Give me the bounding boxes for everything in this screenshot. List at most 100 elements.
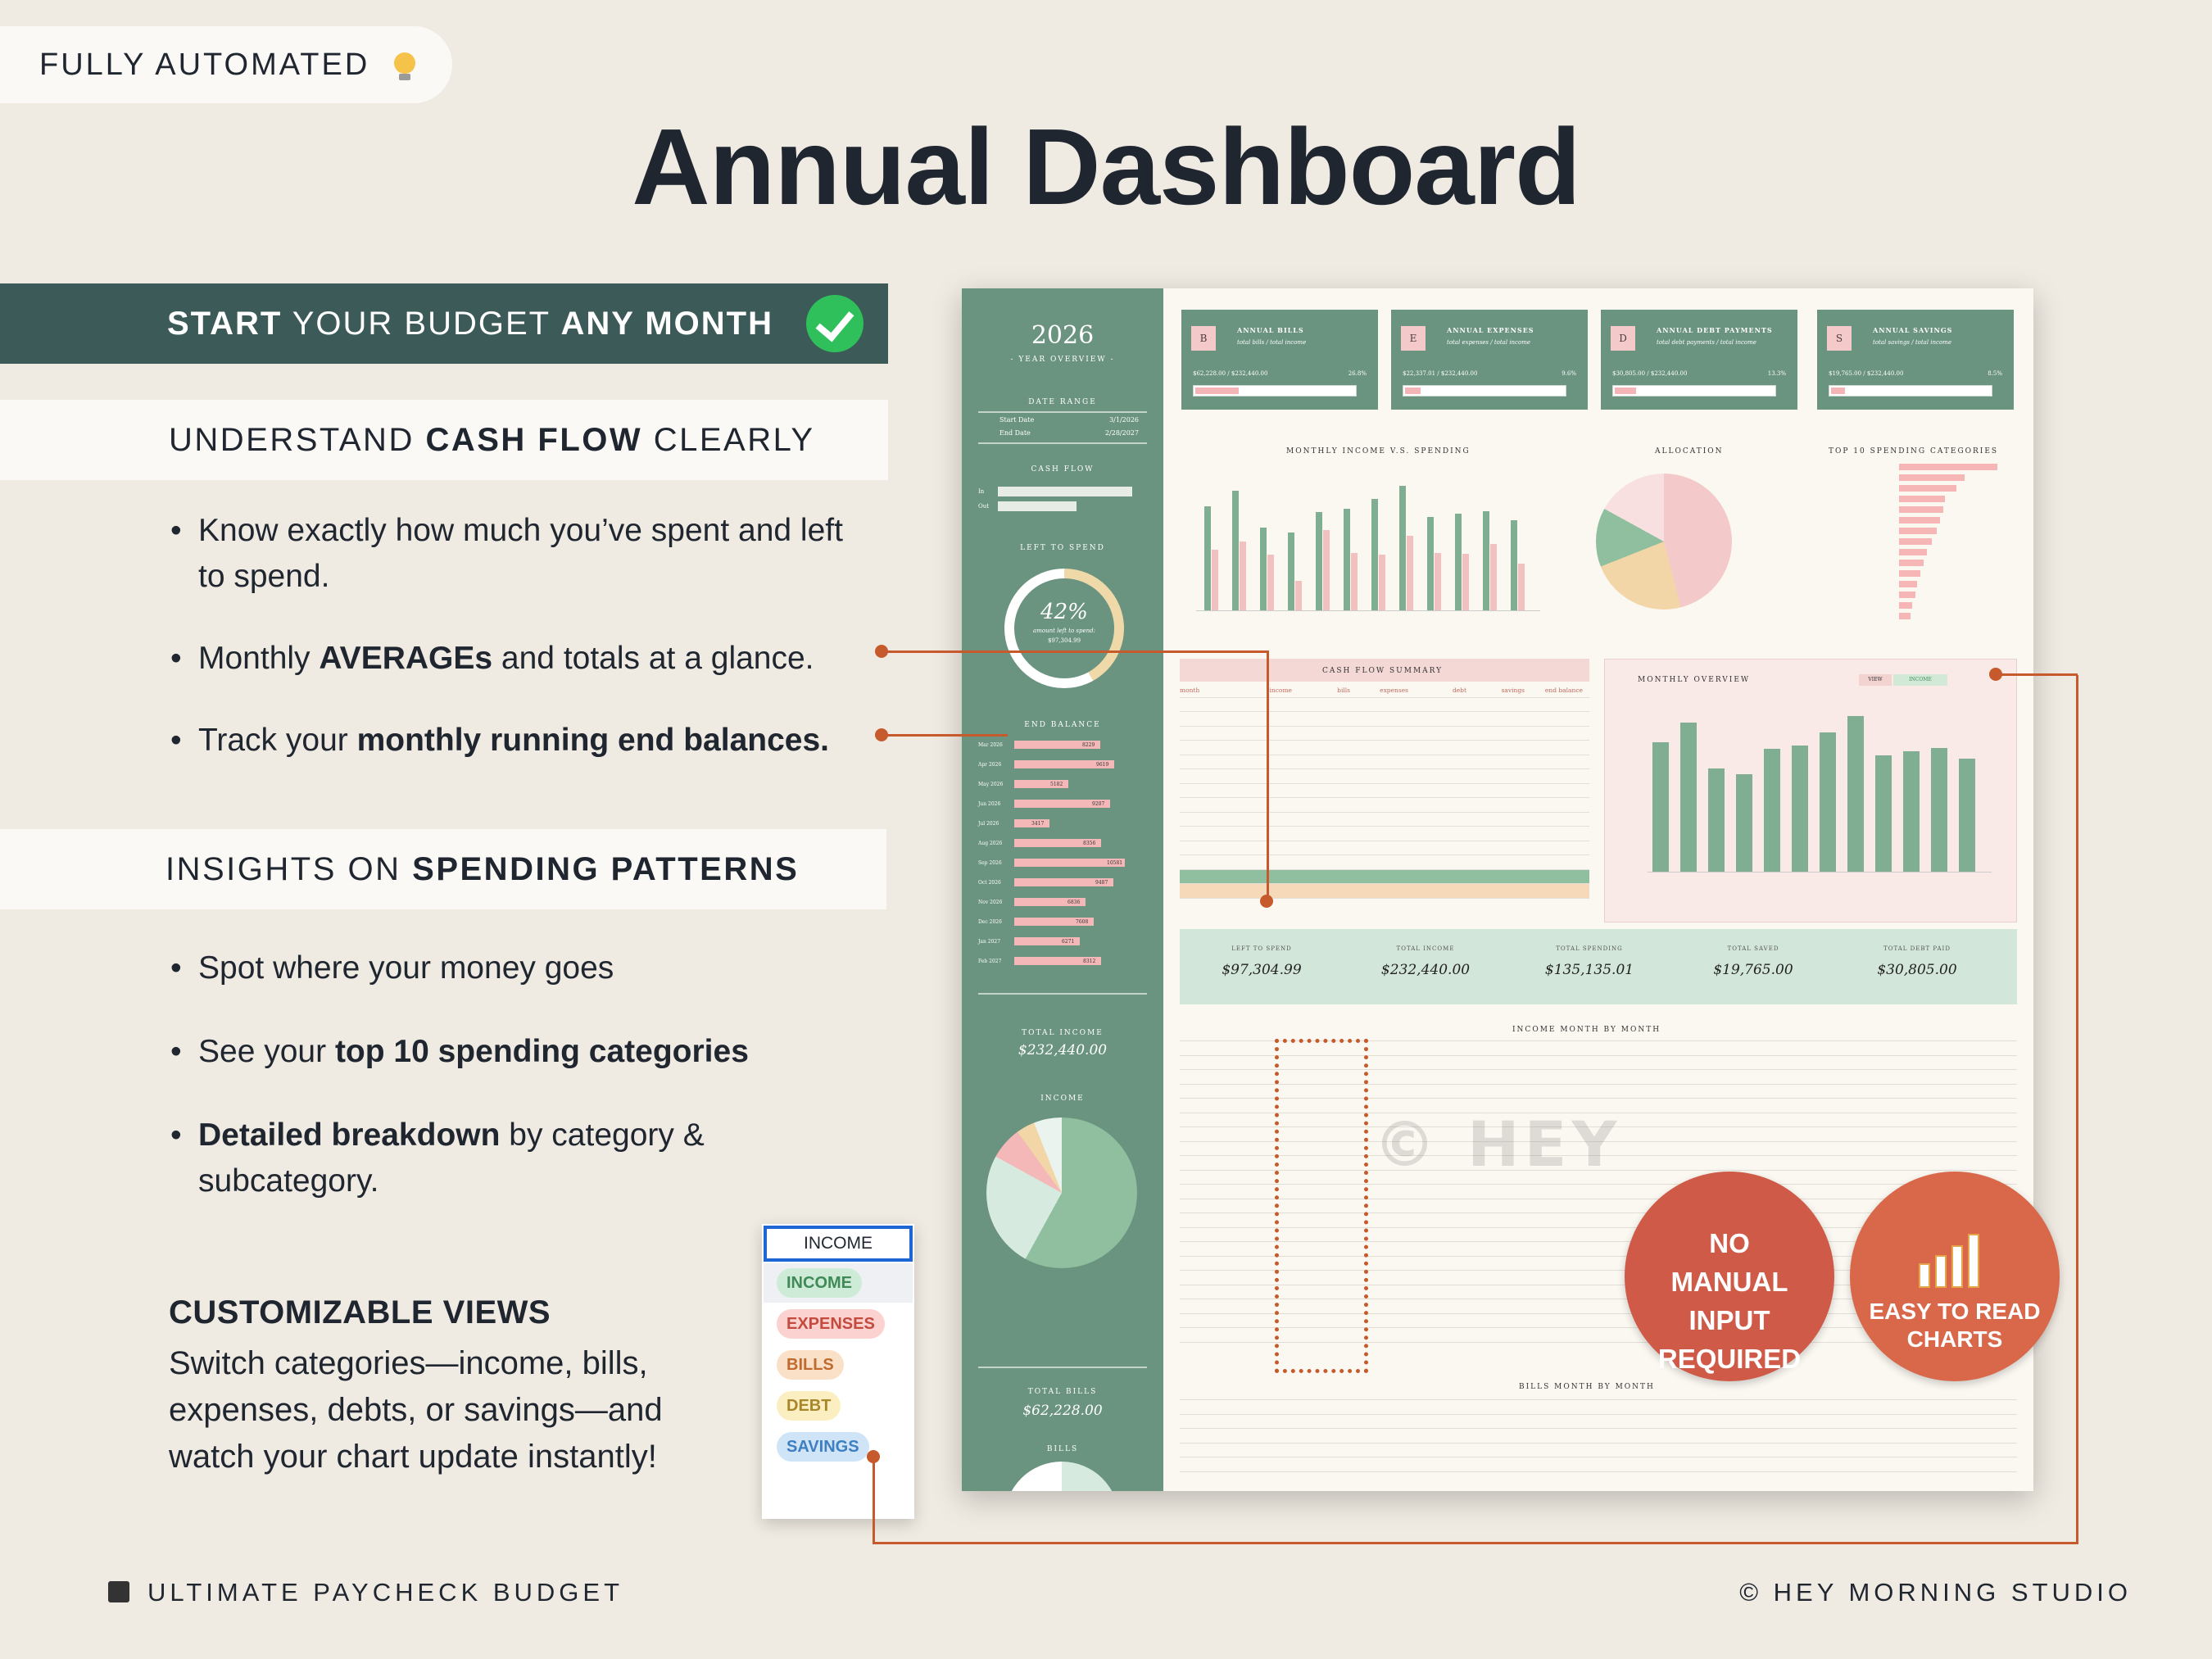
kpi-value: $22,337.01 / $232,440.00 [1403, 370, 1478, 377]
bullet-item: See your top 10 spending categories [170, 1029, 908, 1075]
table-row [1180, 1241, 2017, 1242]
end-balance-month: Mar 2026 [978, 742, 1003, 748]
bar-chart-icon [1914, 1229, 1996, 1288]
cfs-row [1180, 841, 1589, 855]
top10-bar [1899, 560, 1924, 566]
top10-bar [1899, 528, 1937, 534]
bullet-item: Spot where your money goes [170, 945, 908, 991]
table-row [1180, 1184, 2017, 1185]
income-bar [1399, 486, 1406, 610]
overview-bar [1708, 768, 1725, 872]
overview-bar [1792, 745, 1808, 872]
spending-bullets: Spot where your money goes See your top … [170, 945, 908, 1240]
top10-bar [1899, 602, 1912, 609]
kpi-sub: total debt payments / total income [1657, 339, 1756, 346]
end-balance-value: 6836 [1067, 900, 1081, 905]
kpi-icon: E [1401, 326, 1426, 351]
kpi-value: $19,765.00 / $232,440.00 [1829, 370, 1904, 377]
table-row [1180, 1428, 2017, 1429]
option-debt[interactable]: DEBT [777, 1391, 841, 1421]
table-row [1180, 1226, 2017, 1228]
table-row [1180, 1413, 2017, 1415]
view-select[interactable]: INCOME [1893, 674, 1947, 686]
end-balance-value: 5182 [1050, 782, 1063, 787]
table-row [1180, 1098, 2017, 1099]
out-label: Out [978, 503, 990, 510]
top10-bar [1899, 570, 1920, 577]
income-pie-chart [986, 1117, 1137, 1268]
top10-bar [1899, 496, 1945, 502]
in-label: In [978, 488, 985, 495]
top10-bar [1899, 549, 1927, 555]
total-left-to-spend: LEFT TO SPEND $97,304.99 [1222, 945, 1302, 978]
kpi-value: $62,228.00 / $232,440.00 [1193, 370, 1268, 377]
badge-label: FULLY AUTOMATED [39, 47, 370, 82]
cfs-row [1180, 698, 1589, 712]
totals-band: LEFT TO SPEND $97,304.99 TOTAL INCOME $232… [1180, 929, 2017, 1004]
page-title: Annual Dashboard [632, 107, 1580, 227]
band1-bold-c: ANY MONTH [560, 305, 773, 342]
end-balance-month: May 2026 [978, 782, 1004, 787]
end-date-row: End Date 2/28/2027 [999, 429, 1139, 437]
dropdown-current-value[interactable]: INCOME [764, 1226, 913, 1262]
end-balance-month: Jan 2027 [978, 939, 1001, 945]
total-bills-label: TOTAL BILLS [1027, 1388, 1098, 1396]
end-balance-bar [1014, 937, 1080, 945]
overview-bar [1903, 750, 1920, 872]
spending-bar [1240, 541, 1246, 610]
year-overview-label: - YEAR OVERVIEW - [1010, 356, 1115, 364]
kpi-annual-savings: S ANNUAL SAVINGS total savings / total i… [1817, 310, 2014, 410]
monthly-overview-panel: MONTHLY OVERVIEW VIEW INCOME [1604, 659, 2017, 922]
end-balance-bar [1014, 741, 1100, 749]
cash-flow-band: UNDERSTAND CASH FLOW CLEARLY [0, 400, 888, 480]
square-icon [108, 1581, 129, 1602]
overview-bar [1875, 755, 1892, 872]
bills-month-by-month-title: BILLS MONTH BY MONTH [1519, 1383, 1655, 1391]
option-savings[interactable]: SAVINGS [777, 1432, 869, 1462]
connector-line [1267, 650, 1269, 901]
end-balance-month: Apr 2026 [978, 762, 1002, 768]
option-income[interactable]: INCOME [777, 1268, 862, 1298]
monthly-overview-title: MONTHLY OVERVIEW [1638, 676, 1751, 684]
end-balance-month: Nov 2026 [978, 900, 1003, 905]
top10-bar [1899, 613, 1911, 619]
income-bar [1427, 517, 1434, 610]
spending-bar [1295, 580, 1302, 610]
option-expenses[interactable]: EXPENSES [777, 1309, 885, 1339]
easy-charts-badge: EASY TO READ CHARTS [1850, 1172, 2060, 1381]
cfs-row [1180, 784, 1589, 798]
top10-bar [1899, 485, 1956, 492]
total-income: TOTAL INCOME $232,440.00 [1380, 945, 1471, 978]
total-income-value: $232,440.00 [1018, 1042, 1108, 1058]
end-balance-value: 8229 [1082, 742, 1095, 748]
cash-flow-label: CASH FLOW [1031, 465, 1095, 474]
bullet-item: Track your monthly running end balances. [170, 718, 908, 764]
income-bar [1232, 491, 1239, 610]
connector-line [882, 734, 1008, 737]
table-row [1180, 1341, 2017, 1343]
table-row [1180, 1040, 2017, 1041]
band2-bold: CASH FLOW [425, 421, 643, 458]
bullet-item: Know exactly how much you’ve spent and l… [170, 508, 875, 600]
kpi-pct: 13.3% [1767, 370, 1786, 377]
dashboard-sidebar: 2026 - YEAR OVERVIEW - DATE RANGE Start … [962, 288, 1163, 1491]
end-balance-label: END BALANCE [1024, 721, 1101, 729]
table-row [1180, 1054, 2017, 1056]
total-spending: TOTAL SPENDING $135,135.01 [1544, 945, 1634, 978]
end-balance-value: 6271 [1062, 939, 1075, 945]
kpi-annual-debt: D ANNUAL DEBT PAYMENTS total debt paymen… [1601, 310, 1797, 410]
option-bills[interactable]: BILLS [777, 1350, 844, 1380]
end-balance-month: Jun 2026 [978, 801, 1001, 807]
category-dropdown[interactable]: INCOME INCOME EXPENSES BILLS DEBT SAVING… [762, 1224, 914, 1519]
kpi-annual-expenses: E ANNUAL EXPENSES total expenses / total… [1391, 310, 1588, 410]
end-balance-bar [1014, 898, 1086, 906]
cfs-header-band [1180, 659, 1589, 682]
kpi-sub: total savings / total income [1873, 339, 1951, 346]
income-bar [1260, 527, 1267, 610]
cfs-row [1180, 855, 1589, 870]
kpi-title: ANNUAL SAVINGS [1873, 326, 1953, 334]
cfs-header-row: month income bills expenses debt savings end b… [1180, 683, 1589, 698]
spending-bar [1379, 555, 1385, 610]
kpi-progress [1193, 385, 1357, 397]
overview-bar [1764, 749, 1780, 872]
